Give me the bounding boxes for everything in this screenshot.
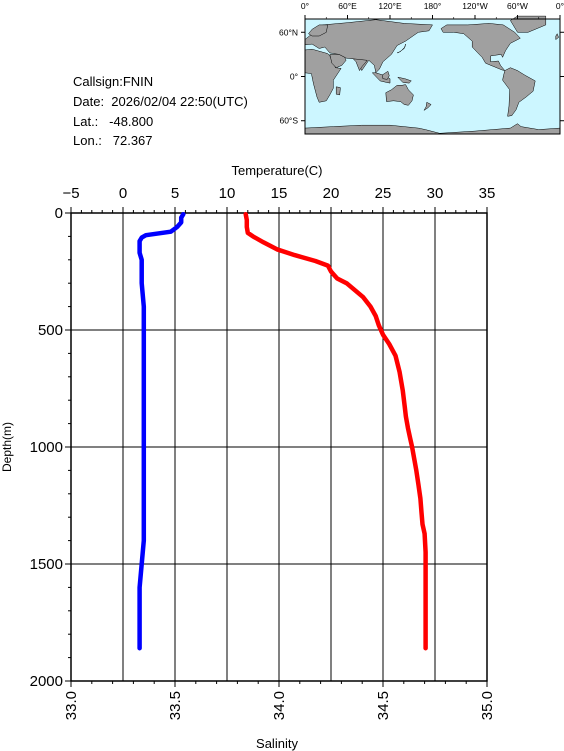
temperature-tick-label: 0 [119, 185, 127, 202]
depth-tick-label: 1500 [30, 556, 63, 573]
depth-axis-label: Depth(m) [0, 422, 14, 472]
map-lon-label: 0° [301, 1, 309, 11]
depth-tick-label: 0 [55, 205, 63, 222]
salinity-tick-label: 33.5 [167, 691, 184, 720]
map-land-india [352, 58, 368, 72]
map-land-japan [397, 44, 406, 54]
map-land-indonesia [371, 72, 391, 84]
temperature-tick-label: 5 [171, 185, 179, 202]
map-lat-label: 0° [290, 72, 298, 82]
map-land-borneo [381, 70, 390, 80]
latitude-text: Lat.: -48.800 [73, 114, 154, 129]
temperature-tick-label: 20 [323, 185, 340, 202]
temperature-tick-label: 25 [375, 185, 392, 202]
callsign-text: Callsign:FNIN [73, 74, 154, 89]
salinity-tick-label: 34.0 [271, 691, 288, 720]
map-land-europe-north [308, 24, 329, 37]
map-land-new-guinea [397, 76, 412, 84]
map-land-north-america [440, 23, 521, 72]
salinity-tick-label: 34.5 [375, 691, 392, 720]
map-land-arabia [329, 54, 347, 68]
salinity-axis-label: Salinity [256, 736, 298, 751]
depth-tick-label: 1000 [30, 439, 63, 456]
longitude-text: Lon.: 72.367 [73, 133, 153, 148]
temperature-tick-label: 10 [219, 185, 236, 202]
map-land-new-zealand [423, 101, 432, 111]
map-land-australia [385, 84, 414, 106]
depth-tick-label: 500 [38, 322, 63, 339]
map-lat-label: 60°N [279, 27, 298, 37]
temperature-tick-label: −5 [62, 185, 79, 202]
temperature-tick-label: 35 [479, 185, 496, 202]
world-map: 0° 60°E 120°E 180° 120°W 60°W 0° 60°N 0° 60°S [279, 1, 564, 135]
map-land-madagascar [335, 86, 341, 96]
map-land-south-america [502, 67, 536, 117]
map-lon-label: 120°E [378, 1, 402, 11]
depth-tick-label: 2000 [30, 673, 63, 690]
map-lon-label: 60°E [338, 1, 357, 11]
map-lon-label: 60°W [507, 1, 528, 11]
salinity-profile-line [137, 211, 186, 651]
temperature-axis-label: Temperature(C) [231, 163, 322, 178]
map-lon-label: 0° [556, 1, 564, 11]
map-lat-label: 60°S [279, 116, 298, 126]
temperature-tick-label: 15 [271, 185, 288, 202]
map-lon-label: 120°W [462, 1, 488, 11]
map-lon-label: 180° [424, 1, 442, 11]
temperature-tick-label: 30 [427, 185, 444, 202]
map-land-greenland [510, 15, 547, 33]
map-land-uk [555, 33, 559, 41]
salinity-tick-label: 35.0 [479, 691, 496, 720]
salinity-tick-label: 33.0 [63, 691, 80, 720]
date-text: Date: 2026/02/04 22:50(UTC) [73, 94, 248, 109]
temperature-profile-line [243, 211, 428, 651]
